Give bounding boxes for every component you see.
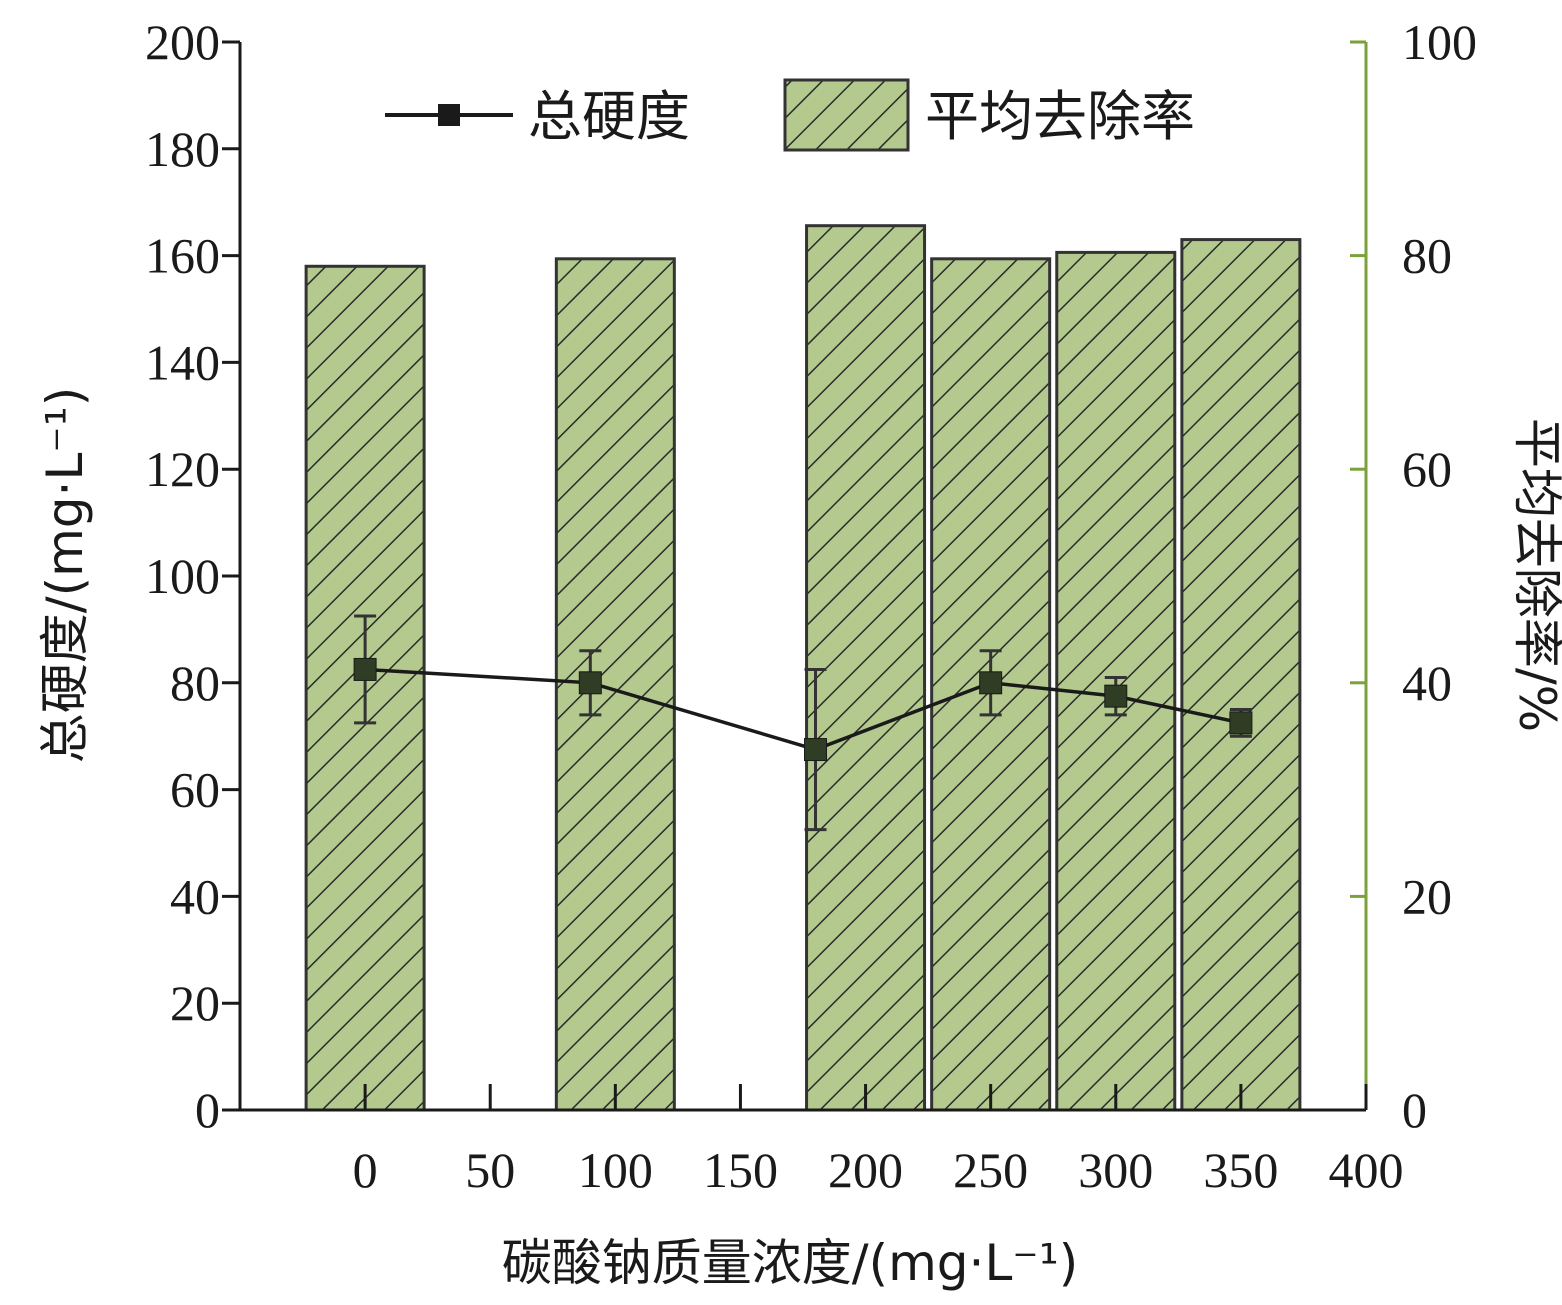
- data-point: [1229, 711, 1253, 735]
- x-tick-label: 150: [703, 1142, 778, 1198]
- y-left-tick-label: 100: [145, 548, 220, 604]
- x-tick-label: 200: [828, 1142, 903, 1198]
- y-left-tick-label: 200: [145, 14, 220, 70]
- line-layer: [353, 614, 1253, 832]
- y-left-axis-title: 总硬度/(mg·L⁻¹): [36, 387, 94, 764]
- legend: 总硬度 平均去除率: [385, 78, 1195, 152]
- y-right-tick-label: 20: [1402, 868, 1452, 924]
- y-right-tick-label: 0: [1402, 1082, 1427, 1138]
- y-left-tick-label: 60: [170, 762, 220, 818]
- x-tick-label: 100: [578, 1142, 653, 1198]
- data-point: [1104, 684, 1128, 708]
- y-left-tick-label: 140: [145, 334, 220, 390]
- legend-line-label: 总硬度: [528, 85, 690, 148]
- x-tick-label: 250: [953, 1142, 1028, 1198]
- y-right-axis-title: 平均去除率/%: [1508, 418, 1562, 732]
- y-left-tick-label: 120: [145, 441, 220, 497]
- y-right-tick-label: 80: [1402, 228, 1452, 284]
- data-point: [804, 738, 828, 762]
- y-left-tick-label: 180: [145, 121, 220, 177]
- data-point: [353, 657, 377, 681]
- series-line: [365, 667, 1242, 752]
- y-left-tick-label: 20: [170, 975, 220, 1031]
- x-tick-label: 0: [353, 1142, 378, 1198]
- x-tick-label: 350: [1203, 1142, 1278, 1198]
- x-axis-title: 碳酸钠质量浓度/(mg·L⁻¹): [502, 1234, 1079, 1292]
- y-right-tick-label: 40: [1402, 655, 1452, 711]
- y-left-tick-label: 0: [195, 1082, 220, 1138]
- x-tick-label: 50: [465, 1142, 515, 1198]
- bar: [554, 257, 676, 1112]
- x-tick-label: 300: [1078, 1142, 1153, 1198]
- legend-bar-swatch: [783, 78, 910, 152]
- y-right-tick-label: 60: [1402, 441, 1452, 497]
- data-point: [578, 671, 602, 695]
- x-tick-label: 400: [1329, 1142, 1404, 1198]
- y-left-tick-label: 160: [145, 228, 220, 284]
- bar: [1180, 238, 1302, 1112]
- legend-bar-label: 平均去除率: [925, 85, 1195, 148]
- bar: [805, 224, 927, 1112]
- axes-layer: 0 20 40 60 80 100 120 140 160 180 200 0 20 40 60 80 100 0…: [145, 14, 1477, 1198]
- y-left-tick-label: 40: [170, 868, 220, 924]
- bars-layer: [304, 224, 1302, 1112]
- data-point: [979, 671, 1003, 695]
- legend-marker-icon: [438, 104, 460, 126]
- y-left-tick-label: 80: [170, 655, 220, 711]
- y-right-tick-label: 100: [1402, 14, 1477, 70]
